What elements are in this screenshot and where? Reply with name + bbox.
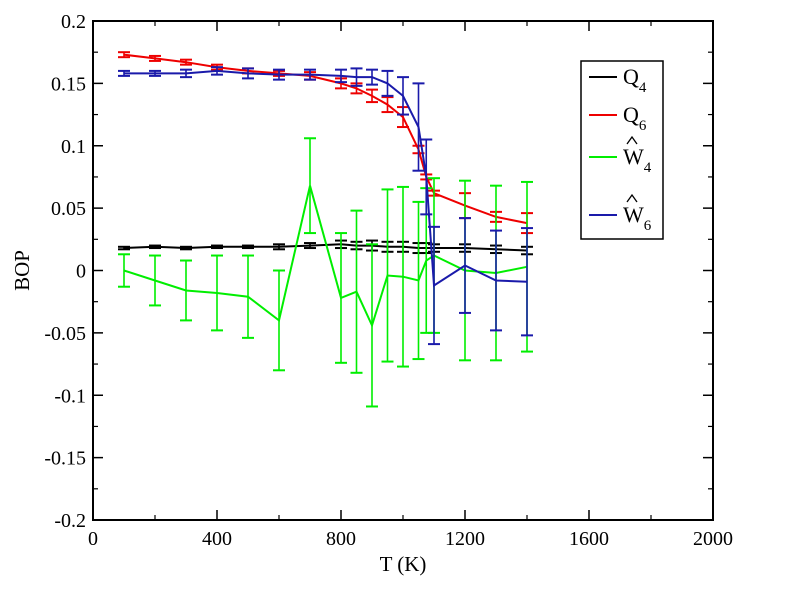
x-axis-label: T (K) [380, 552, 427, 576]
ticks-layer: 0 400 800 1200 1600 2000 -0.2 -0.15 -0.1 -0.05 0 0.… [44, 11, 733, 550]
series-q4 [118, 239, 533, 256]
x-tick-label: 1600 [569, 528, 609, 550]
x-tick-label: 2000 [693, 528, 733, 550]
legend-item-q4: Q4 [589, 64, 647, 96]
legend-label-main: W [623, 202, 644, 227]
series-line [123, 185, 528, 329]
legend-label: Q4 [623, 64, 647, 96]
legend-label-subscript: 6 [639, 118, 647, 134]
series-line [123, 243, 528, 252]
hat-accent-icon [626, 135, 638, 145]
legend-label-main: Q [623, 64, 639, 89]
legend-label-main: W [623, 144, 644, 169]
hat-accent-icon [626, 193, 638, 203]
legend-label: W4 [623, 144, 652, 176]
y-tick-label: 0.1 [61, 136, 86, 158]
y-tick-label: 0.15 [51, 73, 86, 95]
y-tick-label: -0.2 [54, 510, 86, 532]
y-axis-label: BOP [10, 250, 34, 291]
legend-label-main: Q [623, 102, 639, 127]
legend-label-subscript: 4 [639, 80, 647, 96]
series-layer [118, 51, 533, 408]
legend-box [580, 60, 664, 240]
y-tick-label: 0.2 [61, 11, 86, 33]
x-tick-label: 0 [88, 528, 98, 550]
legend-label-subscript: 6 [644, 218, 652, 234]
legend-item-q6: Q6 [589, 102, 647, 134]
y-tick-label: 0.05 [51, 198, 86, 220]
legend-label: W6 [623, 202, 652, 234]
legend-item-w4: W4 [589, 135, 652, 176]
series-w6 [118, 66, 533, 346]
y-tick-label: 0 [76, 261, 86, 283]
y-tick-label: -0.1 [54, 385, 86, 407]
y-tick-label: -0.15 [44, 448, 86, 470]
legend-label-subscript: 4 [644, 160, 652, 176]
x-tick-label: 800 [326, 528, 356, 550]
legend-item-w6: W6 [589, 193, 652, 234]
x-tick-label: 400 [202, 528, 232, 550]
y-tick-label: -0.05 [44, 323, 86, 345]
legend-label: Q6 [623, 102, 647, 134]
x-tick-label: 1200 [445, 528, 485, 550]
series-line [124, 69, 528, 288]
